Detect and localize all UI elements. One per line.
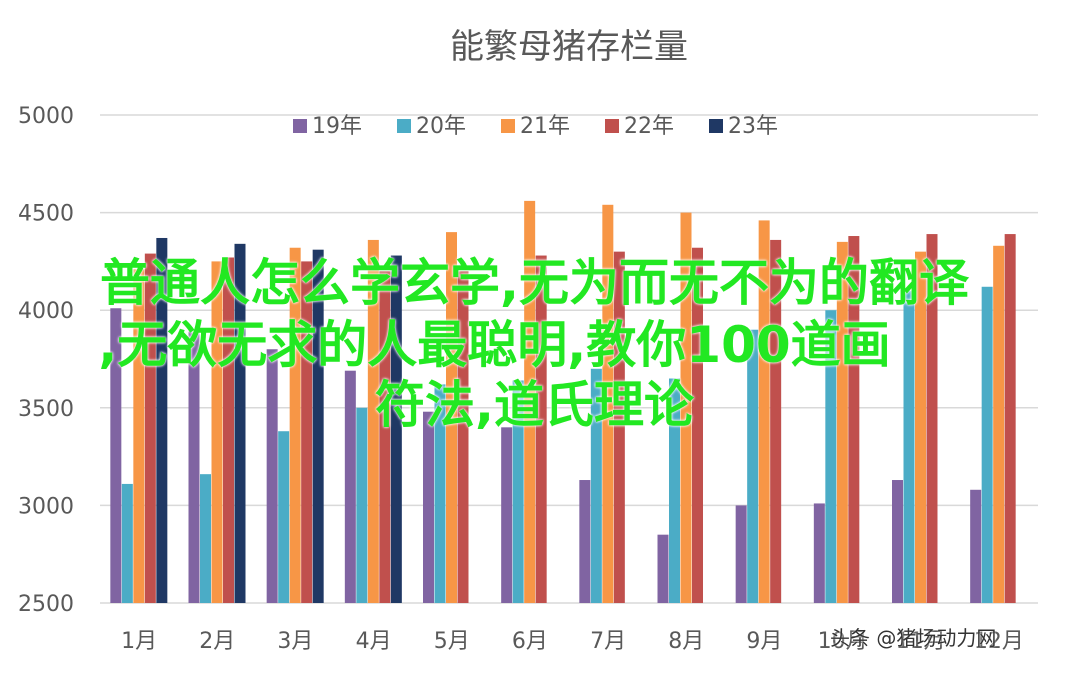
x-tick-label-10月: 10月 <box>818 629 868 654</box>
bar-21年-6月 <box>524 200 536 603</box>
legend-label-19年: 19年 <box>312 114 362 139</box>
bar-19年-11月 <box>892 480 903 603</box>
bar-21年-4月 <box>367 239 379 604</box>
bar-21年-12月 <box>993 245 1005 603</box>
bar-21年-10月 <box>836 241 848 603</box>
bar-20年-11月 <box>903 290 915 603</box>
bar-21年-9月 <box>758 220 770 603</box>
x-tick-label-1月: 1月 <box>121 629 157 654</box>
bar-22年-9月 <box>770 239 782 604</box>
bar-22年-11月 <box>926 234 938 603</box>
x-tick-label-5月: 5月 <box>434 629 470 654</box>
bar-20年-10月 <box>825 310 837 603</box>
bar-23年-3月 <box>312 249 324 604</box>
bar-22年-7月 <box>613 251 625 603</box>
overlay-headline-line1: 普通人怎么学玄学,无为而无不为的翻译 <box>100 254 969 312</box>
legend-label-20年: 20年 <box>416 114 466 139</box>
bar-23年-1月 <box>156 237 168 603</box>
overlay-headline-line3: 符法,道氏理论 <box>375 376 694 434</box>
bar-22年-3月 <box>301 261 313 603</box>
legend-swatch-22年 <box>605 119 619 133</box>
y-tick-label-5000: 5000 <box>18 104 74 129</box>
bar-21年-5月 <box>446 232 457 603</box>
bar-22年-6月 <box>535 255 547 603</box>
x-tick-label-3月: 3月 <box>277 629 313 654</box>
bar-19年-12月 <box>970 489 982 603</box>
y-tick-label-4000: 4000 <box>18 299 74 324</box>
bar-20年-4月 <box>356 407 368 603</box>
legend-label-22年: 22年 <box>624 114 674 139</box>
bar-22年-4月 <box>379 271 391 603</box>
bar-21年-3月 <box>289 247 301 603</box>
x-tick-label-2月: 2月 <box>199 629 235 654</box>
x-tick-label-4月: 4月 <box>356 629 392 654</box>
y-tick-label-2500: 2500 <box>18 592 74 617</box>
legend-swatch-20年 <box>397 119 411 133</box>
bar-22年-5月 <box>457 271 469 603</box>
bar-19年-6月 <box>501 427 513 603</box>
x-tick-label-6月: 6月 <box>512 629 548 654</box>
bar-20年-3月 <box>278 431 290 603</box>
bar-22年-10月 <box>848 236 860 604</box>
bar-21年-11月 <box>915 251 926 603</box>
x-tick-label-12月: 12月 <box>974 629 1024 654</box>
bar-21年-8月 <box>680 212 692 603</box>
overlay-headline-line2: ,无欲无求的人最聪明,教你100道画 <box>98 316 891 374</box>
bar-19年-2月 <box>188 331 200 603</box>
bar-20年-5月 <box>434 384 446 603</box>
bar-20年-8月 <box>669 378 680 603</box>
legend-swatch-21年 <box>501 119 515 133</box>
bar-19年-8月 <box>657 534 669 603</box>
bar-19年-5月 <box>423 411 434 603</box>
x-tick-label-7月: 7月 <box>590 629 626 654</box>
watermark: 头条 @猪场动力网 <box>830 626 997 650</box>
bar-19年-7月 <box>579 480 591 603</box>
bar-20年-9月 <box>747 329 759 603</box>
bar-21年-1月 <box>133 269 145 603</box>
y-tick-label-4500: 4500 <box>18 202 74 227</box>
legend-label-23年: 23年 <box>728 114 778 139</box>
bar-19年-4月 <box>344 370 356 603</box>
bar-19年-3月 <box>266 349 278 603</box>
legend-label-21年: 21年 <box>520 114 570 139</box>
y-tick-label-3000: 3000 <box>18 494 74 519</box>
bar-22年-8月 <box>692 247 703 603</box>
bar-20年-12月 <box>981 286 993 603</box>
bar-22年-12月 <box>1004 234 1016 603</box>
bar-19年-10月 <box>813 503 825 603</box>
chart-title: 能繁母猪存栏量 <box>450 27 688 67</box>
bar-22年-2月 <box>223 257 234 603</box>
y-tick-label-3500: 3500 <box>18 397 74 422</box>
bar-19年-1月 <box>110 308 122 603</box>
x-tick-label-9月: 9月 <box>746 629 782 654</box>
bar-22年-1月 <box>144 253 156 604</box>
x-tick-label-8月: 8月 <box>668 629 704 654</box>
legend-swatch-19年 <box>293 119 307 133</box>
legend-swatch-23年 <box>709 119 723 133</box>
bar-20年-7月 <box>590 368 602 603</box>
bar-21年-2月 <box>211 261 223 603</box>
bar-20年-1月 <box>121 483 133 603</box>
bar-23年-2月 <box>234 243 246 603</box>
bar-19年-9月 <box>735 505 747 603</box>
bar-21年-7月 <box>602 204 614 604</box>
bar-20年-6月 <box>512 380 524 603</box>
bar-20年-2月 <box>200 474 211 603</box>
x-tick-label-11月: 11月 <box>896 629 946 654</box>
bar-23年-4月 <box>390 255 402 603</box>
